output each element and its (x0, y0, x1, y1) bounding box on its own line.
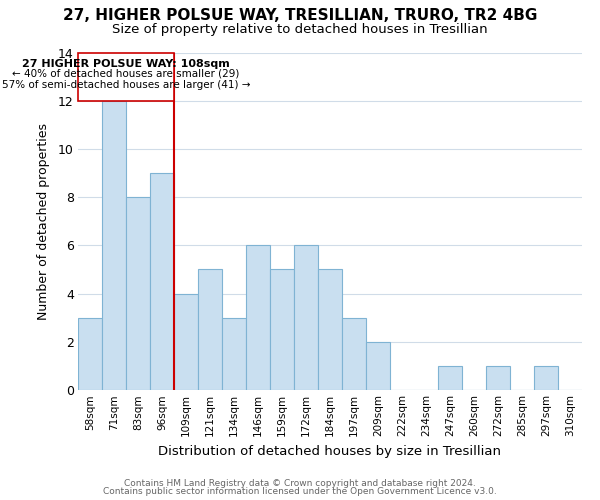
Bar (270, 270, 294, 390)
Bar (438, 366, 462, 390)
Text: 57% of semi-detached houses are larger (41) →: 57% of semi-detached houses are larger (… (2, 80, 250, 90)
Bar (78, 52, 174, 100)
Bar (342, 318, 366, 390)
Bar (294, 246, 318, 390)
Text: Size of property relative to detached houses in Tresillian: Size of property relative to detached ho… (112, 22, 488, 36)
Text: Contains public sector information licensed under the Open Government Licence v3: Contains public sector information licen… (103, 487, 497, 496)
Text: 27 HIGHER POLSUE WAY: 108sqm: 27 HIGHER POLSUE WAY: 108sqm (22, 58, 230, 68)
Bar (366, 342, 390, 390)
Bar (222, 318, 246, 390)
Text: ← 40% of detached houses are smaller (29): ← 40% of detached houses are smaller (29… (13, 68, 239, 78)
Bar (78, 318, 102, 390)
Bar (174, 294, 198, 390)
Bar (534, 366, 558, 390)
Y-axis label: Number of detached properties: Number of detached properties (37, 122, 50, 320)
Text: 27, HIGHER POLSUE WAY, TRESILLIAN, TRURO, TR2 4BG: 27, HIGHER POLSUE WAY, TRESILLIAN, TRURO… (63, 8, 537, 22)
Bar (246, 246, 270, 390)
Bar (486, 366, 510, 390)
Bar (102, 100, 126, 390)
Bar (318, 270, 342, 390)
Bar (198, 270, 222, 390)
X-axis label: Distribution of detached houses by size in Tresillian: Distribution of detached houses by size … (158, 444, 502, 458)
Bar (150, 173, 174, 390)
Text: Contains HM Land Registry data © Crown copyright and database right 2024.: Contains HM Land Registry data © Crown c… (124, 478, 476, 488)
Bar (126, 197, 150, 390)
